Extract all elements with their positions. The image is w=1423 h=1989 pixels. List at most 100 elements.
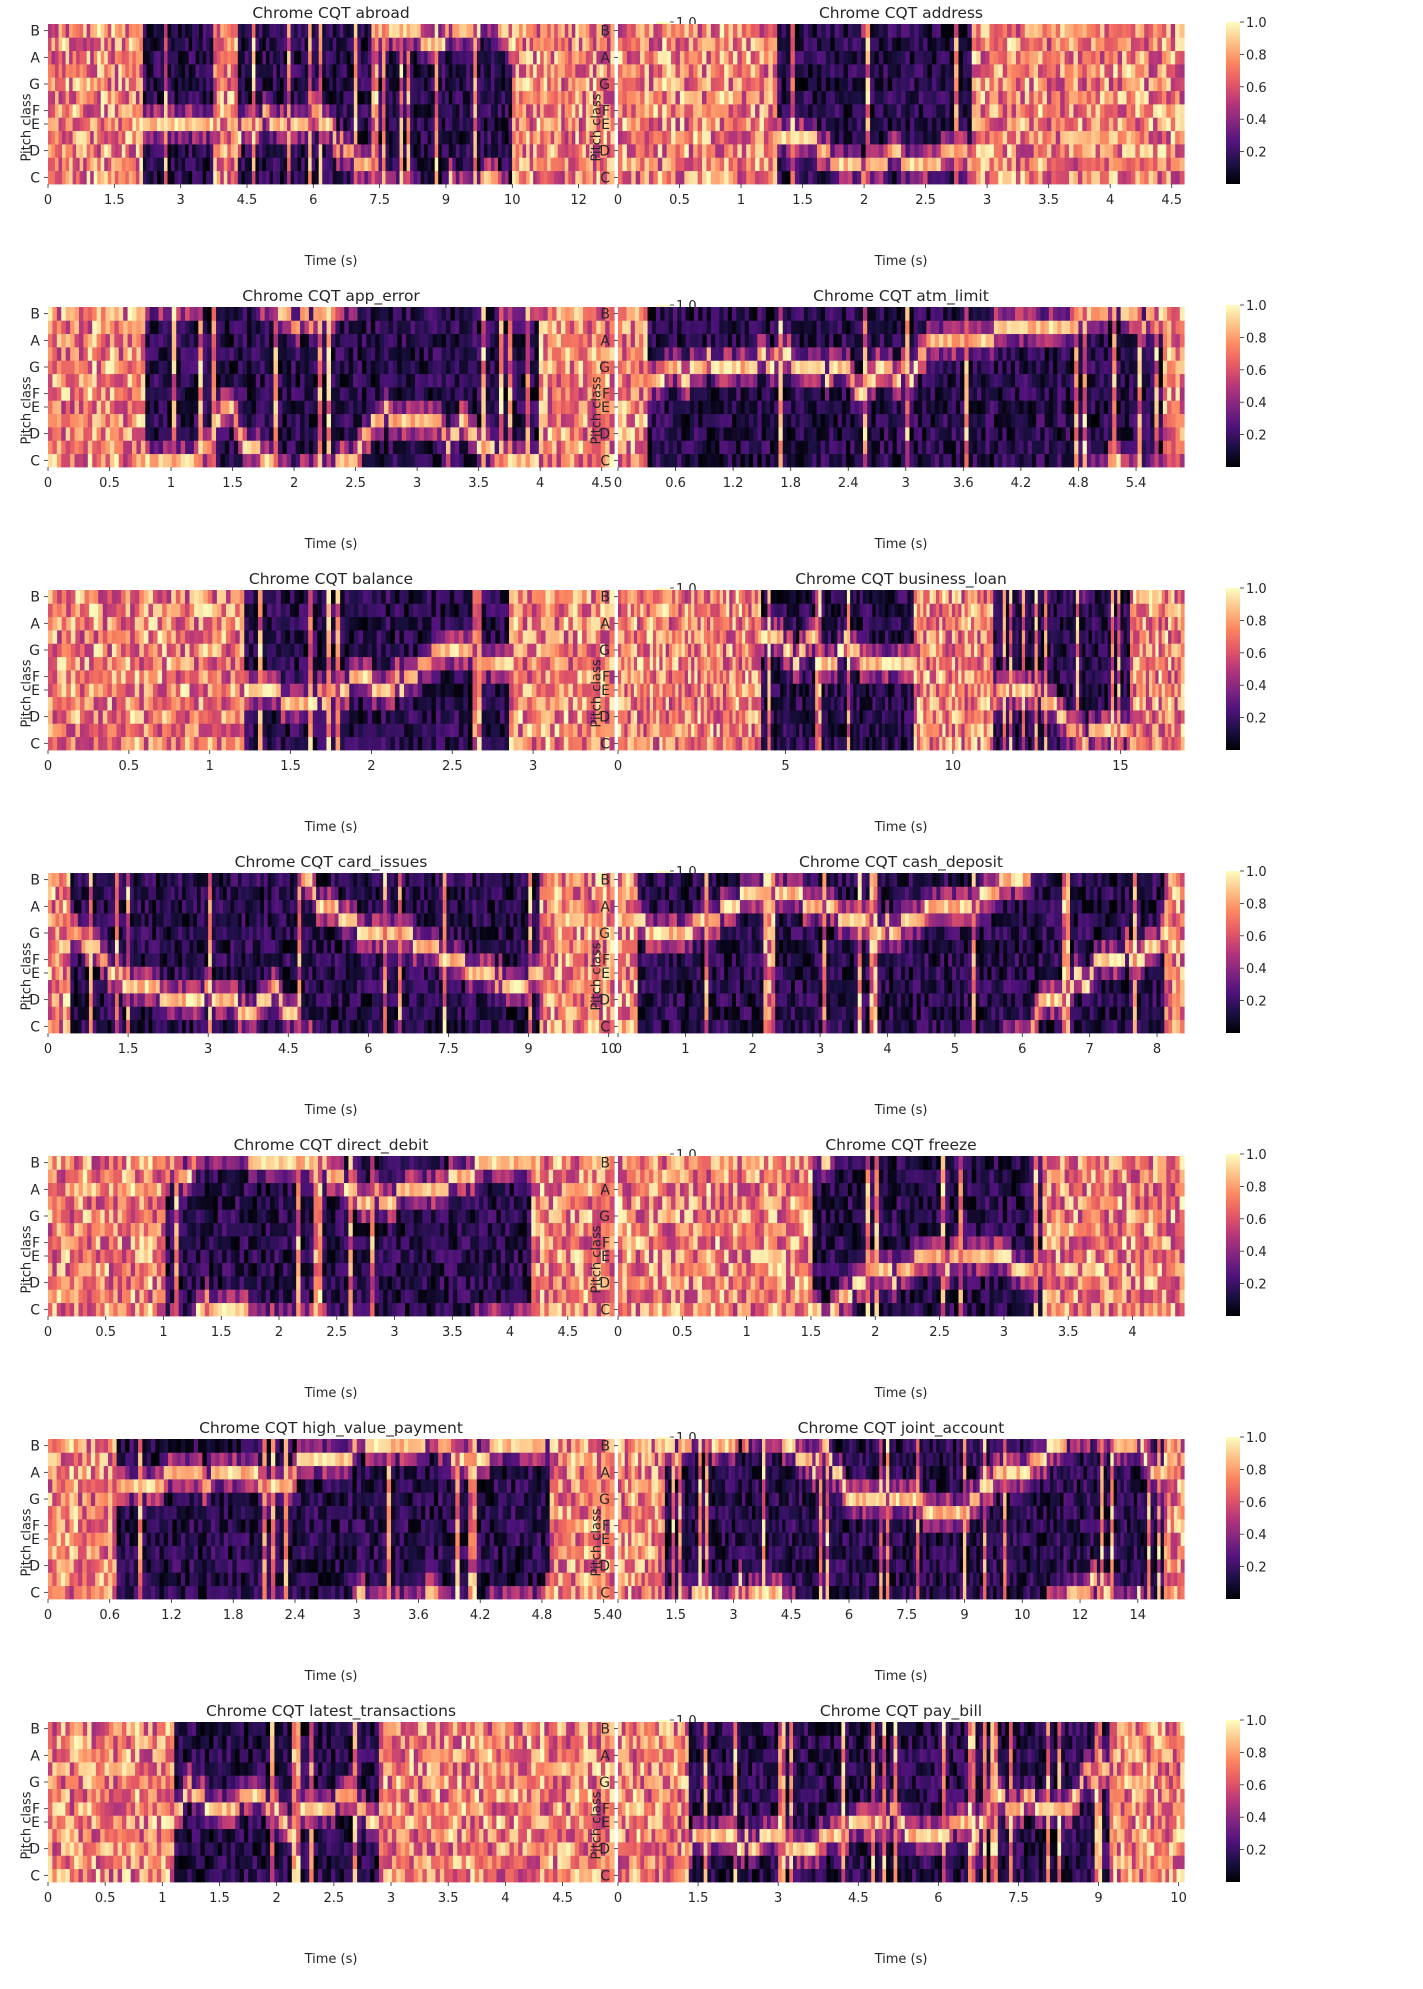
heatmap-cell <box>149 130 155 145</box>
heatmap-cell <box>437 387 443 401</box>
heatmap-cell <box>445 24 450 38</box>
heatmap-cell <box>401 360 407 375</box>
heatmap-cell <box>610 64 615 78</box>
heatmap-cell <box>808 37 814 52</box>
heatmap-cell <box>635 64 641 78</box>
heatmap-cell <box>114 90 119 105</box>
heatmap-cell <box>61 373 67 388</box>
heatmap-cell <box>1148 104 1154 118</box>
heatmap-cell <box>339 77 344 92</box>
heatmap-cell <box>852 90 858 105</box>
heatmap-cell <box>264 453 270 468</box>
heatmap-cell <box>1007 50 1013 65</box>
heatmap-cell <box>401 400 407 415</box>
heatmap-cell <box>843 24 849 38</box>
heatmap-cell <box>101 320 107 335</box>
heatmap-cell <box>343 64 348 78</box>
heatmap-cell <box>1161 117 1167 132</box>
heatmap-cell <box>918 117 924 132</box>
heatmap-cell <box>448 157 453 172</box>
heatmap-cell <box>269 37 274 52</box>
heatmap-cell <box>1002 24 1008 38</box>
heatmap-cell <box>1064 64 1070 78</box>
heatmap-cell <box>454 453 460 468</box>
heatmap-cell <box>693 77 699 92</box>
heatmap-cell <box>127 453 133 468</box>
heatmap-cell <box>396 144 401 158</box>
heatmap-cell <box>1015 157 1021 172</box>
heatmap-cell <box>958 170 964 185</box>
heatmap-cell <box>648 64 654 78</box>
heatmap-cell <box>304 400 310 415</box>
heatmap-cell <box>1002 144 1008 158</box>
heatmap-cell <box>83 104 88 118</box>
heatmap-cell <box>332 77 337 92</box>
heatmap-cell <box>180 387 186 401</box>
heatmap-cell <box>118 320 124 335</box>
heatmap-cell <box>241 117 246 132</box>
heatmap-cell <box>781 117 787 132</box>
heatmap-cell <box>662 130 668 145</box>
heatmap-cell <box>246 413 252 428</box>
heatmap-cell <box>111 90 116 105</box>
heatmap-cell <box>750 90 756 105</box>
heatmap-cell <box>468 440 474 455</box>
heatmap-cell <box>392 144 397 158</box>
heatmap-cell <box>230 144 235 158</box>
heatmap-cell <box>503 400 509 415</box>
heatmap-cell <box>1104 50 1110 65</box>
heatmap-cell <box>105 387 111 401</box>
heatmap-cell <box>468 333 474 348</box>
heatmap-cell <box>403 104 408 118</box>
heatmap-cell <box>158 333 164 348</box>
heatmap-cell <box>896 24 902 38</box>
heatmap-cell <box>918 157 924 172</box>
heatmap-cell <box>107 170 112 185</box>
heatmap-cell <box>1033 77 1039 92</box>
heatmap-cell <box>401 387 407 401</box>
heatmap-cell <box>825 157 831 172</box>
heatmap-cell <box>861 37 867 52</box>
heatmap-cell <box>55 157 60 172</box>
heatmap-cell <box>706 64 712 78</box>
heatmap-cell <box>65 387 71 401</box>
heatmap-cell <box>552 440 558 455</box>
heatmap-cell <box>462 104 467 118</box>
heatmap-cell <box>441 453 447 468</box>
heatmap-cell <box>255 130 260 145</box>
heatmap-cell <box>211 347 217 361</box>
heatmap-cell <box>160 144 165 158</box>
heatmap-cell <box>423 413 429 428</box>
heatmap-cell <box>741 157 747 172</box>
heatmap-cell <box>741 117 747 132</box>
heatmap-cell <box>216 144 221 158</box>
heatmap-cell <box>901 170 907 185</box>
heatmap-cell <box>269 130 274 145</box>
heatmap-cell <box>167 427 173 441</box>
heatmap-cell <box>381 144 387 158</box>
heatmap-cell <box>786 90 792 105</box>
heatmap-cell <box>519 157 524 172</box>
heatmap-cell <box>410 320 416 335</box>
heatmap-cell <box>114 320 120 335</box>
heatmap-cell <box>445 453 451 468</box>
heatmap-cell <box>554 130 559 145</box>
heatmap-cell <box>206 104 211 118</box>
heatmap-cell <box>1015 144 1021 158</box>
heatmap-cell <box>441 400 447 415</box>
heatmap-cell <box>367 77 373 92</box>
heatmap-cell <box>582 77 587 92</box>
heatmap-cell <box>181 144 186 158</box>
heatmap-cell <box>516 373 522 388</box>
heatmap-cell <box>557 77 562 92</box>
heatmap-cell <box>224 360 230 375</box>
heatmap-cell <box>927 144 933 158</box>
heatmap-cell <box>543 104 548 118</box>
heatmap-cell <box>78 347 84 361</box>
heatmap-cell <box>171 90 176 105</box>
heatmap-cell <box>388 387 394 401</box>
heatmap-cell <box>65 440 71 455</box>
heatmap-cell <box>403 50 408 65</box>
heatmap-cell <box>167 37 172 52</box>
heatmap-cell <box>671 90 677 105</box>
